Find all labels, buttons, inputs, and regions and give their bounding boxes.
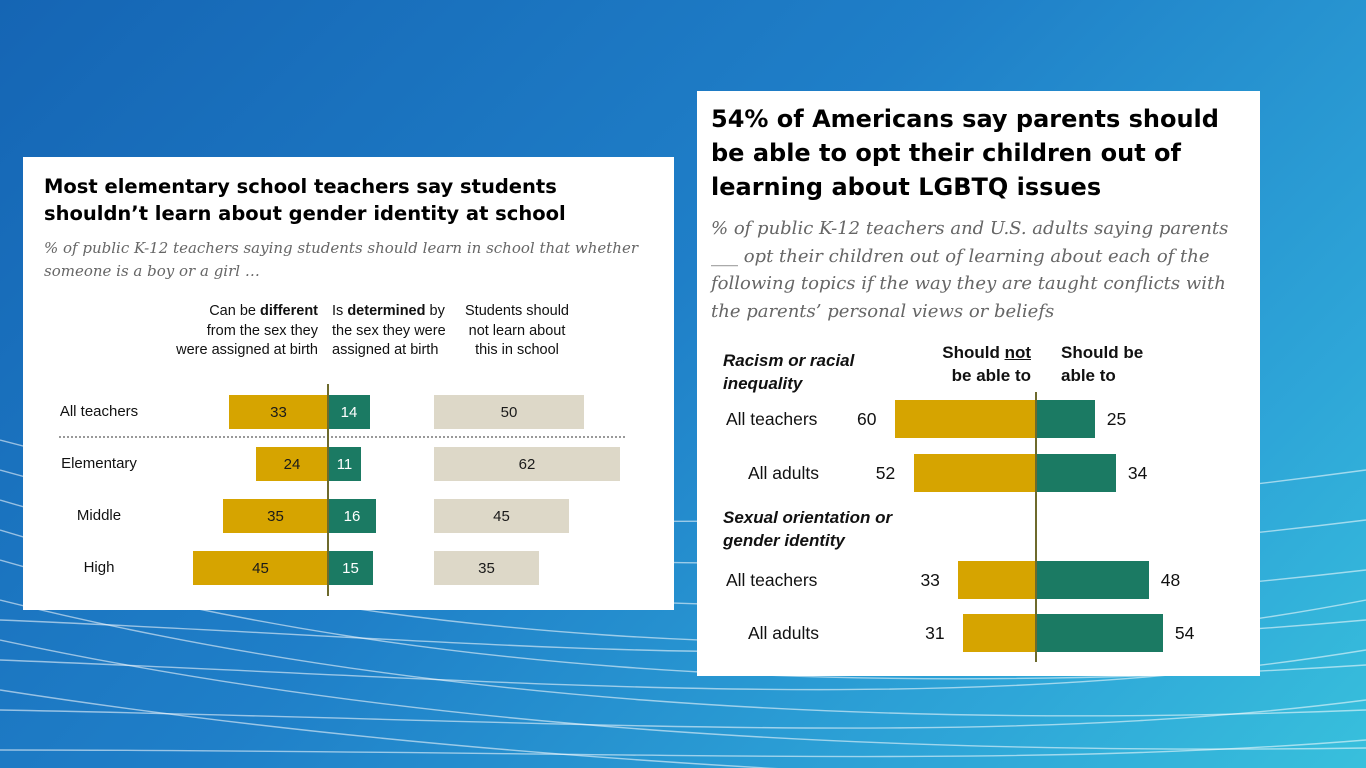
value-should: 48	[1160, 570, 1181, 590]
bar-should	[1036, 454, 1116, 492]
column-header-not-learn: Students should not learn about this in …	[465, 303, 569, 358]
value-should-not: 60	[857, 409, 877, 429]
bar-determined: 11	[328, 447, 361, 481]
column-header-determined: Is determined by the sex they were assig…	[332, 303, 446, 358]
group-heading: Sexual orientation or gender identity	[723, 508, 893, 550]
bar-should-not	[963, 614, 1036, 652]
chart-subtitle: % of public K-12 teachers saying student…	[44, 239, 639, 280]
teachers-gender-identity-chart: Most elementary school teachers say stud…	[23, 157, 674, 610]
bar-different: 45	[193, 551, 328, 585]
bar-different: 35	[223, 499, 328, 533]
column-header-different: Can be different from the sex they were …	[176, 303, 318, 358]
bar-not-learn: 62	[434, 447, 620, 481]
chart-subtitle: % of public K-12 teachers and U.S. adult…	[711, 218, 1229, 322]
bar-determined: 14	[328, 395, 370, 429]
bar-not-learn: 35	[434, 551, 539, 585]
chart-title: Most elementary school teachers say stud…	[44, 175, 566, 225]
bar-determined: 15	[328, 551, 373, 585]
bar-different: 33	[229, 395, 328, 429]
group-heading: Racism or racial inequality	[723, 351, 855, 393]
column-header-should-not: Should not be able to	[942, 343, 1031, 385]
bar-should	[1036, 400, 1095, 438]
bar-not-learn: 45	[434, 499, 569, 533]
divider-dotted-line	[59, 436, 625, 438]
row-label: All adults	[748, 623, 820, 643]
bar-determined: 16	[328, 499, 376, 533]
bar-should	[1036, 614, 1163, 652]
column-header-should: Should be able to	[1061, 343, 1144, 385]
row-label: High	[83, 559, 115, 576]
bar-not-learn: 50	[434, 395, 584, 429]
bar-should	[1036, 561, 1149, 599]
value-should-not: 52	[875, 463, 896, 483]
value-should-not: 31	[925, 623, 945, 643]
value-should: 25	[1106, 409, 1127, 429]
zero-axis-line	[327, 384, 329, 596]
bar-should-not	[958, 561, 1036, 599]
row-label: All adults	[748, 463, 820, 483]
zero-axis-line	[1035, 392, 1037, 662]
value-should: 34	[1127, 463, 1148, 483]
bar-should-not	[895, 400, 1036, 438]
bar-different: 24	[256, 447, 328, 481]
row-label: Elementary	[61, 455, 137, 472]
value-should: 54	[1174, 623, 1195, 643]
row-label: All teachers	[726, 570, 818, 590]
row-label: All teachers	[59, 403, 139, 420]
bar-should-not	[913, 454, 1036, 492]
row-label: Middle	[76, 507, 122, 524]
opt-out-chart: 54% of Americans say parents should be a…	[697, 91, 1260, 676]
value-should-not: 33	[920, 570, 940, 590]
chart-title: 54% of Americans say parents should be a…	[711, 105, 1219, 201]
row-label: All teachers	[726, 409, 818, 429]
